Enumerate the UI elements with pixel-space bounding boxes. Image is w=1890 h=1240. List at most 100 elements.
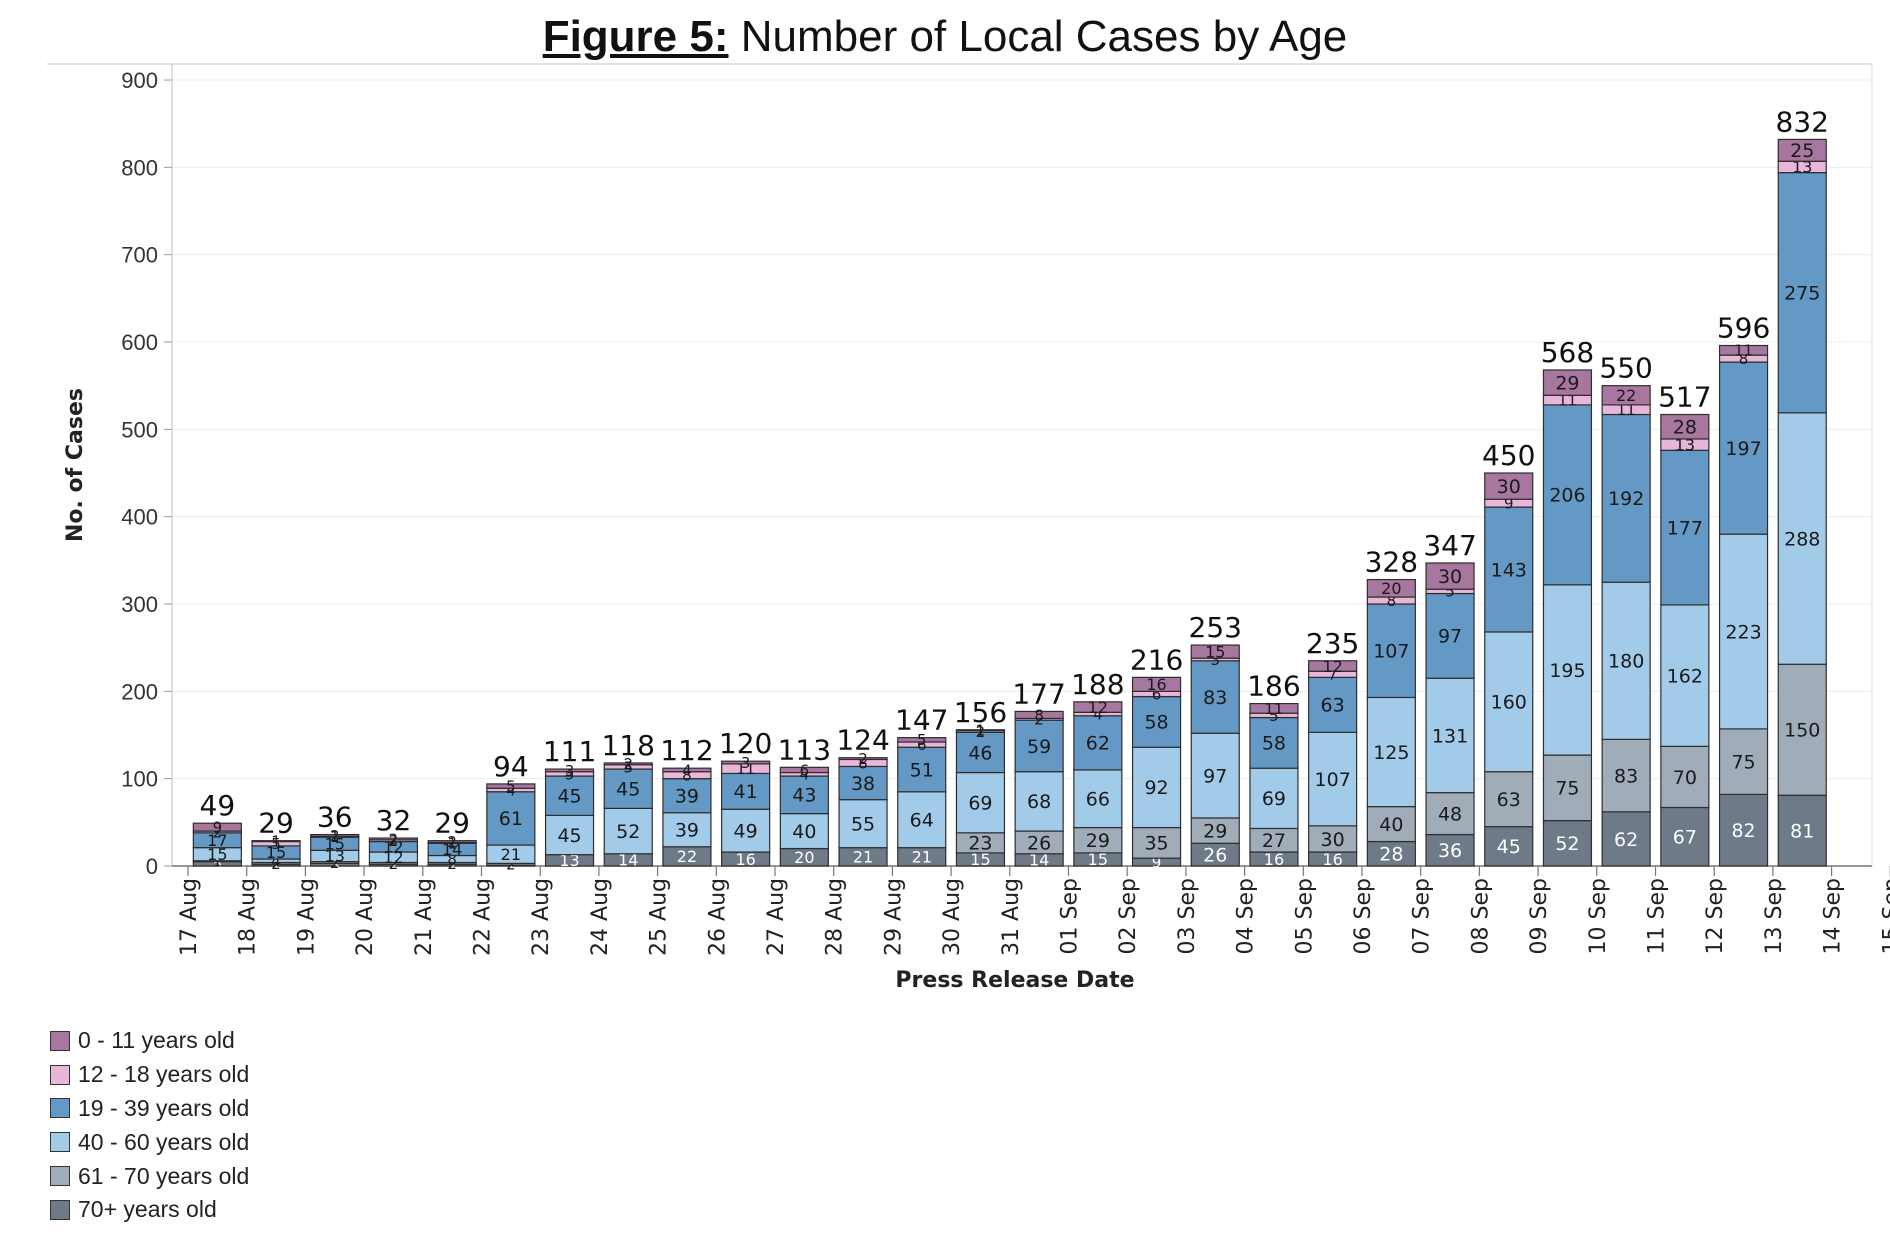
data-label: 92 bbox=[1144, 777, 1168, 799]
data-label: 12 bbox=[1088, 698, 1108, 717]
data-label: 22 bbox=[677, 847, 697, 866]
data-label: 1 bbox=[976, 722, 986, 740]
data-label: 2 bbox=[623, 755, 633, 773]
data-label: 16 bbox=[735, 850, 755, 869]
x-tick-label: 31 Aug bbox=[999, 878, 1024, 956]
bar-segment bbox=[192, 822, 242, 832]
data-label: 180 bbox=[1608, 651, 1644, 673]
data-label: 25 bbox=[1790, 140, 1814, 162]
data-label: 1 bbox=[271, 833, 281, 851]
data-label: 288 bbox=[1784, 528, 1820, 550]
bar-segment bbox=[1366, 696, 1416, 808]
data-label: 97 bbox=[1203, 765, 1227, 787]
data-label: 12 bbox=[1322, 657, 1342, 676]
bar-segment bbox=[1601, 811, 1651, 867]
x-tick-label: 20 Aug bbox=[353, 878, 378, 956]
x-tick-label: 13 Sep bbox=[1762, 878, 1787, 954]
data-label: 83 bbox=[1203, 687, 1227, 709]
data-label: 2 bbox=[330, 827, 340, 845]
data-label: 11 bbox=[1558, 391, 1577, 409]
legend-item: 19 - 39 years old bbox=[50, 1092, 249, 1126]
data-label: 11 bbox=[1734, 342, 1753, 360]
data-label: 68 bbox=[1027, 791, 1051, 813]
data-label: 55 bbox=[851, 813, 875, 835]
bar-segment bbox=[1484, 631, 1534, 773]
data-label: 67 bbox=[1673, 827, 1697, 849]
bar-segment bbox=[1131, 746, 1182, 829]
data-label: 40 bbox=[1379, 814, 1403, 836]
total-label: 118 bbox=[602, 729, 655, 762]
bar-segment bbox=[838, 757, 888, 761]
x-tick-label: 23 Aug bbox=[529, 878, 554, 956]
total-label: 32 bbox=[376, 804, 412, 837]
total-label: 186 bbox=[1247, 670, 1300, 703]
bar-segment bbox=[1542, 584, 1593, 756]
data-label: 2 bbox=[506, 856, 516, 874]
data-label: 143 bbox=[1491, 559, 1527, 581]
data-label: 160 bbox=[1491, 692, 1527, 714]
bar-segment bbox=[1484, 771, 1534, 828]
data-label: 75 bbox=[1731, 751, 1755, 773]
legend-item: 12 - 18 years old bbox=[50, 1058, 249, 1092]
data-label: 2 bbox=[447, 857, 457, 875]
data-label: 15 bbox=[325, 834, 345, 853]
y-tick-label: 300 bbox=[121, 592, 158, 617]
data-label: 23 bbox=[968, 833, 992, 855]
data-label: 275 bbox=[1784, 283, 1820, 305]
bar-segment bbox=[1425, 833, 1475, 867]
total-label: 596 bbox=[1717, 312, 1770, 345]
data-label: 5 bbox=[917, 731, 927, 749]
data-label: 4 bbox=[1093, 705, 1103, 723]
bar-segment bbox=[1718, 361, 1769, 535]
y-tick-label: 900 bbox=[121, 68, 158, 93]
data-label: 58 bbox=[1262, 733, 1286, 755]
data-label: 131 bbox=[1432, 725, 1468, 747]
legend-swatch bbox=[50, 1098, 70, 1119]
data-label: 59 bbox=[1027, 736, 1051, 758]
bar-segment bbox=[1425, 677, 1475, 794]
data-label: 82 bbox=[1731, 820, 1755, 842]
data-label: 52 bbox=[1555, 833, 1579, 855]
bar-segment bbox=[779, 766, 829, 774]
data-label: 45 bbox=[557, 786, 581, 808]
data-label: 69 bbox=[968, 793, 992, 815]
total-label: 124 bbox=[836, 724, 889, 757]
bar-segment bbox=[779, 775, 829, 815]
data-label: 2 bbox=[447, 833, 457, 851]
bar-segment bbox=[955, 731, 1006, 774]
data-label: 5 bbox=[1269, 707, 1279, 725]
y-tick-label: 600 bbox=[121, 330, 158, 355]
bar-segment bbox=[603, 762, 653, 766]
data-label: 125 bbox=[1373, 742, 1409, 764]
data-label: 2 bbox=[389, 857, 399, 875]
y-tick-label: 800 bbox=[121, 155, 158, 180]
bar-segment bbox=[721, 760, 771, 765]
data-label: 11 bbox=[1264, 700, 1283, 718]
data-label: 40 bbox=[792, 821, 816, 843]
x-tick-label: 25 Aug bbox=[647, 878, 672, 956]
bar-segment bbox=[1718, 793, 1769, 867]
legend-label: 19 - 39 years old bbox=[78, 1094, 250, 1121]
data-label: 35 bbox=[1144, 833, 1168, 855]
x-tick-label: 11 Sep bbox=[1645, 878, 1670, 954]
bar-segment bbox=[1249, 767, 1299, 830]
data-label: 8 bbox=[682, 767, 692, 785]
bar-segment bbox=[427, 840, 477, 844]
bar-segment bbox=[1190, 644, 1240, 659]
x-tick-label: 27 Aug bbox=[764, 878, 789, 956]
data-label: 30 bbox=[1321, 829, 1345, 851]
data-label: 1 bbox=[447, 834, 457, 852]
total-label: 347 bbox=[1423, 529, 1476, 562]
legend-item: 40 - 60 years old bbox=[50, 1125, 249, 1159]
data-label: 4 bbox=[271, 852, 281, 870]
data-label: 51 bbox=[910, 759, 934, 781]
bar-segment bbox=[1660, 745, 1710, 809]
data-label: 21 bbox=[853, 848, 873, 867]
data-label: 30 bbox=[1497, 476, 1521, 498]
legend: 0 - 11 years old 12 - 18 years old 19 - 39… bbox=[50, 1024, 249, 1227]
total-label: 36 bbox=[317, 801, 353, 834]
data-label: 5 bbox=[1445, 583, 1455, 601]
legend-label: 40 - 60 years old bbox=[78, 1128, 250, 1155]
bar-segment bbox=[1190, 732, 1240, 819]
